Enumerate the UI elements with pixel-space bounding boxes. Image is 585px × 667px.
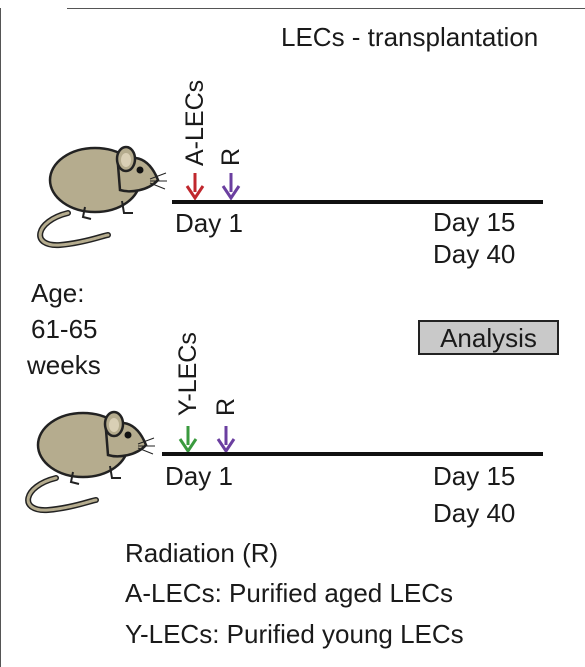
mouse-a-icon [37,145,167,249]
a-lecs-arrow-icon [185,173,205,200]
mouse-y-icon [25,410,155,514]
legend-a-lecs: A-LECs: Purified aged LECs [125,578,454,608]
frame-top-border [67,8,585,9]
radiation-arrow-a-icon [221,173,241,200]
radiation-vertical-label-y: R [212,397,240,416]
radiation-vertical-label-a: R [217,147,245,166]
day-end-a: Day 40 [433,239,516,269]
day-mid-a: Day 15 [433,207,516,237]
day-end-y: Day 40 [433,498,516,528]
timeline-a [172,200,543,204]
timeline-y [162,452,543,456]
frame-left-border [0,8,1,667]
age-unit: weeks [27,350,101,380]
legend-radiation: Radiation (R) [125,538,279,568]
y-lecs-vertical-label: Y-LECs [174,332,202,416]
a-lecs-vertical-label: A-LECs [181,79,209,166]
age-range: 61-65 [31,314,98,344]
age-label: Age: [31,278,85,308]
y-lecs-arrow-icon [178,426,198,453]
radiation-arrow-y-icon [216,426,236,453]
legend-y-lecs: Y-LECs: Purified young LECs [125,619,464,649]
day-mid-y: Day 15 [433,461,516,491]
analysis-box: Analysis [418,320,559,355]
day-start-a: Day 1 [175,208,243,238]
diagram-title: LECs - transplantation [281,22,539,52]
day-start-y: Day 1 [165,461,233,491]
